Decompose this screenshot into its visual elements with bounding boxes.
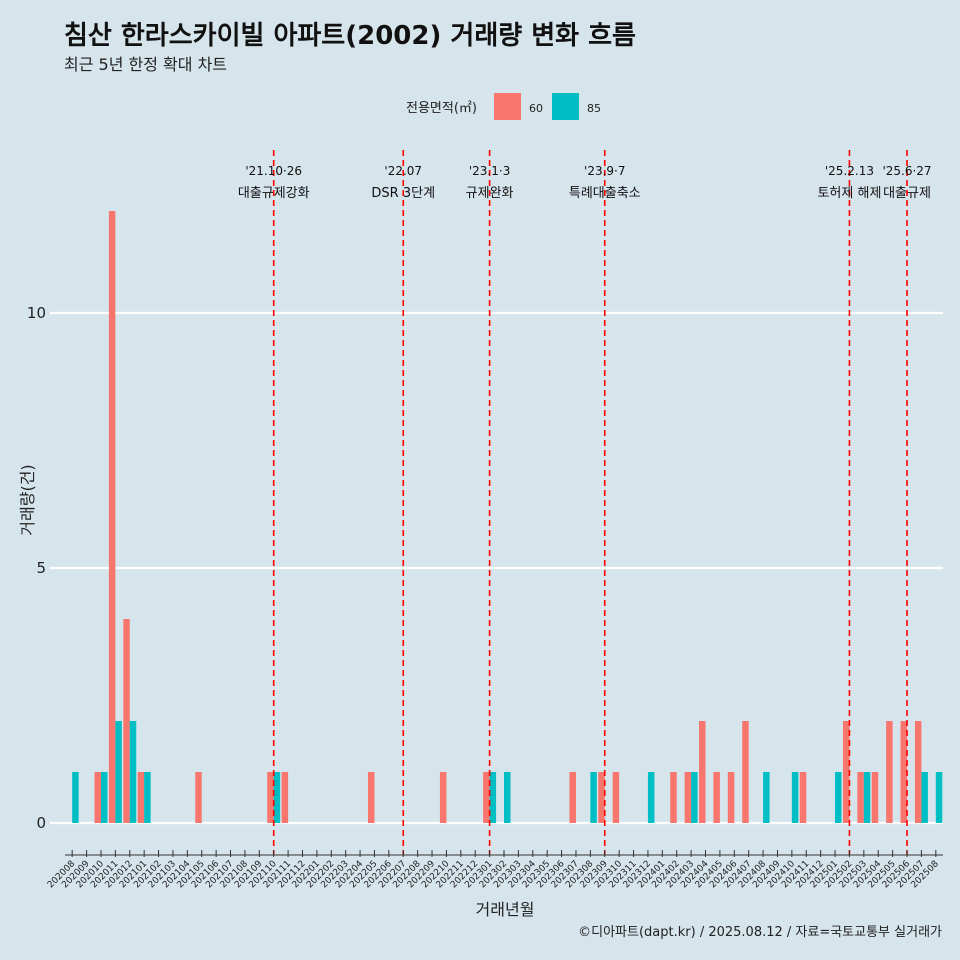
bar-60-202404 (699, 721, 706, 823)
bar-60-202411 (799, 772, 807, 823)
bar-60-202011 (108, 211, 116, 823)
event-name-1: DSR 3단계 (371, 186, 435, 201)
bar-60-202105 (195, 772, 202, 823)
bar-60-202403 (684, 772, 692, 823)
bar-60-202402 (670, 772, 677, 823)
x-axis-title: 거래년월 (476, 900, 535, 919)
event-date-5: '25.6·27 (882, 164, 931, 178)
bar-85-202410 (791, 772, 799, 823)
bar-85-202508 (935, 772, 943, 823)
bar-60-202504 (871, 772, 879, 823)
event-markers: '21.10·26 대출규제강화 '22.07 DSR 3단계 '23.1·3 규제완화 '… (238, 150, 932, 855)
bar-60-202309 (598, 772, 605, 823)
bar-85-202011 (115, 721, 122, 823)
y-axis-title: 거래량(건) (18, 464, 37, 535)
bar-60-202111 (281, 772, 289, 823)
bar-60-202010 (94, 772, 101, 823)
bar-85-202507 (921, 772, 928, 823)
bar-85-202403 (691, 772, 698, 823)
event-date-3: '23.9·7 (584, 164, 625, 178)
bar-85-202501 (835, 772, 842, 823)
event-date-2: '23.1·3 (469, 164, 510, 178)
bar-85-202302 (504, 772, 511, 823)
bar-60-202101 (137, 772, 145, 823)
header: 침산 한라스카이빌 아파트(2002) 거래량 변화 흐름 최근 5년 한정 확… (64, 21, 636, 74)
bar-85-202408 (763, 772, 770, 823)
bar-85-202503 (863, 772, 871, 823)
bar-85-202110 (273, 772, 281, 823)
chart-title: 침산 한라스카이빌 아파트(2002) 거래량 변화 흐름 (64, 21, 636, 51)
event-name-4: 토허제 해제 (817, 186, 881, 201)
bar-85-202312 (647, 772, 655, 823)
bar-60-202405 (713, 772, 720, 823)
legend: 전용면적(㎡) 60 85 (406, 93, 601, 120)
chart-subtitle: 최근 5년 한정 확대 차트 (64, 55, 227, 74)
y-axis-ticks: 0 5 10 (27, 304, 46, 832)
bar-60-202406 (727, 772, 735, 823)
event-date-4: '25.2.13 (825, 164, 874, 178)
bar-85-202008 (72, 772, 79, 823)
bar-60-202503 (857, 772, 864, 823)
bar-60-202506 (900, 721, 908, 823)
plot-bars (72, 211, 943, 823)
caption: ©디아파트(dapt.kr) / 2025.08.12 / 자료=국토교통부 실… (578, 925, 942, 940)
bar-60-202505 (886, 721, 893, 823)
bar-60-202110 (267, 772, 274, 823)
legend-label-85: 85 (587, 102, 601, 115)
bar-60-202012 (123, 619, 130, 823)
legend-swatch-60 (494, 93, 521, 120)
bar-60-202502 (842, 721, 850, 823)
event-name-0: 대출규제강화 (238, 186, 310, 201)
bar-85-202301 (489, 772, 497, 823)
bar-60-202507 (914, 721, 922, 823)
y-tick-label: 5 (36, 559, 46, 577)
bar-60-202407 (742, 721, 749, 823)
bar-60-202310 (612, 772, 620, 823)
bar-60-202210 (439, 772, 447, 823)
bar-60-202205 (367, 772, 375, 823)
event-name-5: 대출규제 (883, 186, 931, 201)
bar-85-202308 (590, 772, 597, 823)
y-tick-label: 10 (27, 304, 46, 322)
plot-gridlines (50, 311, 943, 825)
event-name-3: 특례대출축소 (569, 186, 641, 201)
event-date-0: '21.10·26 (245, 164, 302, 178)
x-axis: 2020082020092020102020112020122021012021… (46, 850, 943, 890)
bar-60-202301 (483, 772, 490, 823)
legend-title: 전용면적(㎡) (406, 101, 477, 116)
legend-swatch-85 (552, 93, 579, 120)
bar-85-202012 (129, 721, 137, 823)
y-tick-label: 0 (36, 814, 46, 832)
bar-60-202307 (569, 772, 576, 823)
legend-label-60: 60 (529, 102, 543, 115)
event-name-2: 규제완화 (466, 186, 514, 201)
bar-85-202010 (100, 772, 108, 823)
bar-85-202101 (144, 772, 151, 823)
event-date-1: '22.07 (384, 164, 422, 178)
